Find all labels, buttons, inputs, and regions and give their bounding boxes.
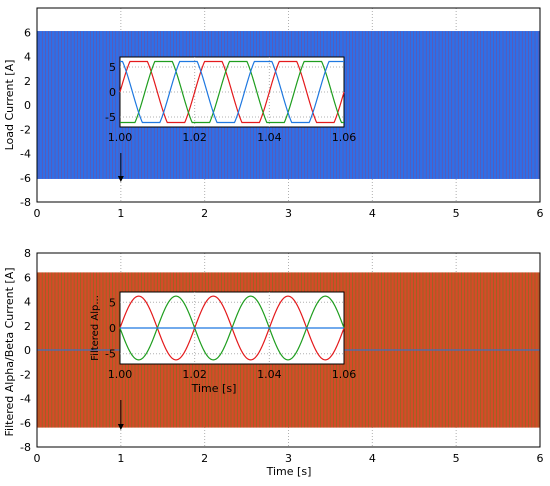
y-tick-label: 8: [24, 247, 31, 260]
inset-y-axis-label: Filtered Alp...: [90, 295, 101, 361]
x-tick-label: 5: [453, 452, 460, 465]
inset-y-tick-label: -5: [105, 111, 116, 124]
y-tick-label: -8: [20, 441, 31, 454]
y-tick-label: -4: [20, 148, 31, 161]
inset-y-tick-label: 0: [109, 322, 116, 335]
x-tick-label: 5: [453, 207, 460, 220]
inset-x-tick-label: 1.02: [182, 131, 207, 144]
bottom-x-tick-labels: 0 1 2 3 4 5 6: [34, 452, 544, 465]
y-tick-label: 2: [24, 75, 31, 88]
x-tick-label: 2: [201, 452, 208, 465]
top-chart-panel: 0 1 2 3 4 5 6 -8 -6 -4 -2 0 2 4 6 Load Current [A] 1.…: [3, 7, 544, 220]
y-tick-label: -6: [20, 172, 31, 185]
x-tick-label: 4: [369, 452, 376, 465]
x-tick-label: 6: [537, 207, 544, 220]
inset-x-tick-label: 1.04: [257, 368, 282, 381]
bottom-plot-frame: [36, 252, 541, 448]
inset-series-phase_a: [119, 60, 345, 124]
y-tick-label: -2: [20, 368, 31, 381]
bottom-y-tick-labels: -8 -6 -4 -2 0 2 4 6 8: [20, 247, 31, 454]
bottom-chart-panel: 0 1 2 3 4 5 6 -8 -6 -4 -2 0 2 4 6 8 Filtered Alpha/Bet…: [3, 247, 544, 478]
y-tick-label: 6: [24, 271, 31, 284]
y-tick-label: 4: [24, 296, 31, 309]
top-y-tick-labels: -8 -6 -4 -2 0 2 4 6: [20, 26, 31, 209]
bottom-inset-arrow: [117, 400, 124, 430]
top-inset-arrow: [117, 153, 124, 182]
x-tick-label: 6: [537, 452, 544, 465]
annotation-arrow-head: [117, 424, 124, 430]
x-tick-label: 2: [201, 207, 208, 220]
x-tick-label: 4: [369, 207, 376, 220]
annotation-arrow-head: [117, 176, 124, 182]
bottom-x-axis-label: Time [s]: [266, 465, 312, 478]
inset-y-tick-label: 5: [109, 61, 116, 74]
inset-x-tick-label: 1.00: [108, 131, 133, 144]
inset-y-tick-label: 0: [109, 86, 116, 99]
y-tick-label: 6: [24, 26, 31, 39]
top-x-tick-labels: 0 1 2 3 4 5 6: [34, 207, 544, 220]
inset-x-tick-label: 1.02: [182, 368, 207, 381]
top-y-axis-label: Load Current [A]: [3, 60, 16, 151]
y-tick-label: -2: [20, 123, 31, 136]
inset-series-phase_c: [120, 60, 344, 124]
top-plot-frame: [36, 7, 541, 203]
inset-x-tick-label: 1.00: [108, 368, 133, 381]
x-tick-label: 3: [285, 452, 292, 465]
y-tick-label: 0: [24, 99, 31, 112]
inset-y-tick-label: 5: [109, 296, 116, 309]
bottom-inset-chart: 1.00 1.02 1.04 1.06 -5 0 5 Time [s] Filtered Alp…: [90, 291, 357, 395]
bottom-y-axis-label: Filtered Alpha/Beta Current [A]: [3, 267, 16, 436]
top-inset-chart: 1.00 1.02 1.04 1.06 -5 0 5: [105, 56, 357, 144]
x-tick-label: 3: [285, 207, 292, 220]
x-tick-label: 1: [117, 452, 124, 465]
inset-x-tick-label: 1.06: [332, 131, 357, 144]
inset-x-tick-label: 1.04: [257, 131, 282, 144]
x-tick-label: 1: [117, 207, 124, 220]
y-tick-label: -4: [20, 393, 31, 406]
y-tick-label: 0: [24, 344, 31, 357]
inset-x-tick-label: 1.06: [332, 368, 357, 381]
inset-x-axis-label: Time [s]: [191, 382, 237, 395]
y-tick-label: 4: [24, 51, 31, 64]
y-tick-label: 2: [24, 320, 31, 333]
y-tick-label: -6: [20, 417, 31, 430]
x-tick-label: 0: [34, 207, 41, 220]
inset-series-phase_b: [120, 60, 344, 124]
inset-y-tick-label: -5: [105, 348, 116, 361]
x-tick-label: 0: [34, 452, 41, 465]
y-tick-label: -8: [20, 196, 31, 209]
